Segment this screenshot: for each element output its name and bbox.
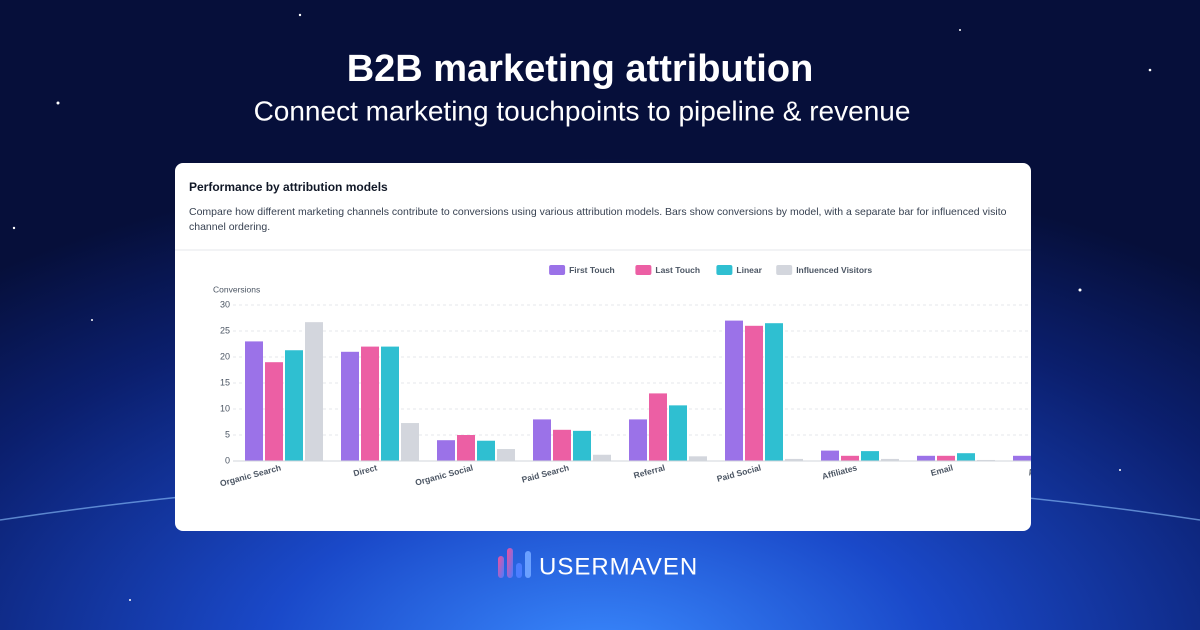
bar: [361, 346, 379, 461]
y-tick-label: 20: [220, 351, 230, 361]
bar: [573, 430, 591, 461]
bar: [245, 341, 263, 461]
chart-description: Compare how different marketing channels…: [189, 206, 1007, 218]
legend-label: Linear: [736, 265, 762, 275]
bar: [497, 449, 515, 461]
bar: [821, 450, 839, 461]
bar: [285, 350, 303, 461]
bar: [937, 455, 955, 461]
bar: [553, 429, 571, 461]
bar: [841, 455, 859, 461]
legend-label: Last Touch: [655, 265, 700, 275]
page-subtitle: Connect marketing touchpoints to pipelin…: [254, 95, 911, 126]
bar: [689, 456, 707, 461]
page-title: B2B marketing attribution: [347, 48, 814, 90]
bar: [1013, 455, 1031, 461]
y-tick-label: 25: [220, 325, 230, 335]
y-tick-label: 10: [220, 403, 230, 413]
legend-label: First Touch: [569, 265, 615, 275]
x-tick-label: Ai Se: [1027, 462, 1050, 477]
bar: [861, 451, 879, 461]
bar: [745, 325, 763, 461]
bar: [381, 346, 399, 461]
bar: [669, 405, 687, 461]
y-tick-label: 5: [225, 429, 230, 439]
bar: [457, 435, 475, 461]
y-axis-label: Conversions: [213, 284, 260, 294]
logo-bar: [516, 563, 522, 578]
legend-swatch: [776, 265, 793, 275]
stars: [12, 13, 1152, 601]
card: [175, 163, 1031, 531]
legend-swatch: [549, 265, 566, 275]
bar: [649, 393, 667, 461]
bar: [265, 362, 283, 461]
brand: USERMAVEN: [539, 553, 698, 580]
bar: [957, 453, 975, 461]
bar: [917, 455, 935, 461]
legend-swatch: [716, 265, 733, 275]
bar: [305, 322, 323, 461]
y-tick-label: 0: [225, 455, 230, 465]
bar: [725, 320, 743, 461]
bar: [533, 419, 551, 461]
logo-bar: [525, 551, 531, 578]
y-tick-label: 15: [220, 377, 230, 387]
logo-bar: [507, 548, 513, 578]
bar: [401, 423, 419, 461]
bar: [437, 440, 455, 461]
legend-label: Influenced Visitors: [796, 265, 872, 275]
bar: [765, 323, 783, 461]
logo-bar: [498, 556, 504, 578]
legend-swatch: [635, 265, 652, 275]
bar: [341, 351, 359, 461]
bar: [629, 419, 647, 461]
bar: [785, 458, 803, 461]
chart-description: channel ordering.: [189, 221, 270, 233]
bar: [881, 458, 899, 461]
y-tick-label: 30: [220, 299, 230, 309]
bar: [593, 454, 611, 461]
chart-title: Performance by attribution models: [189, 180, 388, 194]
bar: [977, 459, 995, 461]
bar: [477, 440, 495, 461]
